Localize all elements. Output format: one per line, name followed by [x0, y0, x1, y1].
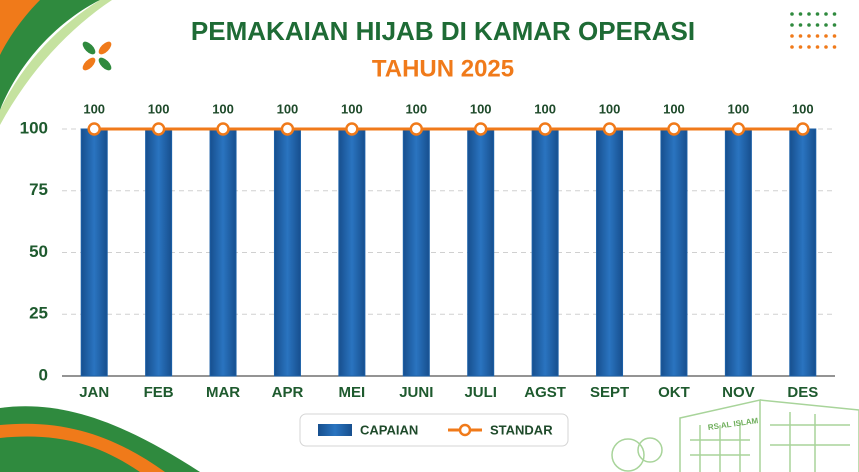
legend: CAPAIAN STANDAR [318, 422, 553, 437]
plot-area: 0 25 50 75 100 JAN FEB MAR APR MEI JUNI JULI AGST SEP… [20, 101, 835, 401]
bar [596, 128, 624, 377]
data-label: 100 [470, 101, 492, 116]
bar [402, 128, 430, 377]
data-label: 100 [405, 101, 427, 116]
legend-box [299, 413, 569, 447]
bar [145, 128, 173, 377]
x-tick-label: OKT [658, 384, 690, 401]
dot [824, 23, 828, 27]
dot [824, 45, 828, 49]
x-tick-label: DES [787, 384, 818, 401]
dot [790, 45, 794, 49]
data-label: 100 [148, 101, 170, 116]
line-marker [280, 122, 295, 136]
data-label: 100 [277, 101, 299, 116]
dot [790, 34, 794, 38]
data-label: 100 [663, 101, 685, 116]
dot [824, 12, 828, 16]
x-tick-label: JAN [79, 384, 109, 401]
x-tick-label: JUNI [399, 384, 433, 401]
dot [815, 45, 820, 49]
line-marker [345, 122, 359, 136]
x-tick-label: MAR [206, 384, 240, 401]
bar [531, 128, 559, 377]
logo [82, 41, 112, 71]
bar [724, 128, 752, 377]
corner-swoosh [0, 0, 40, 55]
line-marker [538, 122, 552, 136]
y-tick-label: 0 [39, 365, 48, 384]
bar [660, 128, 688, 377]
y-tick-label: 100 [20, 118, 48, 137]
dot [790, 12, 794, 16]
bar [209, 128, 237, 377]
x-tick-label: SEPT [590, 384, 629, 401]
bar [789, 128, 817, 377]
dot [832, 12, 837, 16]
x-tick-label: MEI [339, 384, 366, 401]
dot [824, 34, 828, 38]
line-marker [731, 122, 746, 136]
dot [832, 45, 837, 49]
chart-subtitle: TAHUN 2025 [372, 55, 514, 82]
dot [832, 23, 837, 27]
line-marker [473, 122, 488, 136]
x-tick-label: JULI [464, 384, 497, 401]
y-tick-label: 50 [29, 242, 48, 261]
dot [807, 45, 811, 49]
line-marker [796, 122, 810, 136]
data-label: 100 [83, 101, 105, 116]
dot [807, 23, 811, 27]
line-marker [667, 122, 681, 136]
legend-label: CAPAIAN [360, 422, 418, 437]
data-label: 100 [792, 101, 814, 116]
y-tick-label: 75 [29, 180, 48, 199]
data-label: 100 [534, 101, 556, 116]
legend-label: STANDAR [490, 422, 553, 437]
data-label: 100 [341, 101, 363, 116]
dot [807, 12, 811, 16]
y-tick-label: 25 [29, 304, 48, 323]
dot [798, 12, 803, 16]
x-tick-label: APR [272, 384, 304, 401]
line-marker [151, 122, 166, 136]
dot-pattern [790, 12, 837, 49]
dot [798, 23, 803, 27]
line-marker [216, 122, 230, 136]
data-label: 100 [728, 101, 750, 116]
legend-swatch [318, 424, 352, 436]
dot [790, 23, 794, 27]
x-tick-label: AGST [524, 384, 566, 401]
dot [798, 34, 803, 38]
corner-swoosh [0, 0, 100, 110]
chart-title: PEMAKAIAN HIJAB DI KAMAR OPERASI [191, 16, 695, 46]
building [611, 399, 859, 472]
x-tick-label: FEB [144, 384, 174, 401]
line-marker [602, 122, 617, 136]
dot [798, 45, 803, 49]
bar [338, 128, 366, 377]
dot [815, 23, 820, 27]
data-label: 100 [212, 101, 234, 116]
dot [832, 34, 837, 38]
dot [807, 34, 811, 38]
bar [467, 128, 495, 377]
bar [80, 128, 108, 377]
legend-swatch [458, 423, 472, 437]
x-tick-label: NOV [722, 384, 755, 401]
data-label: 100 [599, 101, 621, 116]
dot [815, 34, 820, 38]
dot [815, 12, 820, 16]
bar [273, 128, 301, 377]
line-marker [409, 122, 424, 136]
line-marker [87, 122, 101, 136]
bottom-wave [0, 423, 165, 472]
